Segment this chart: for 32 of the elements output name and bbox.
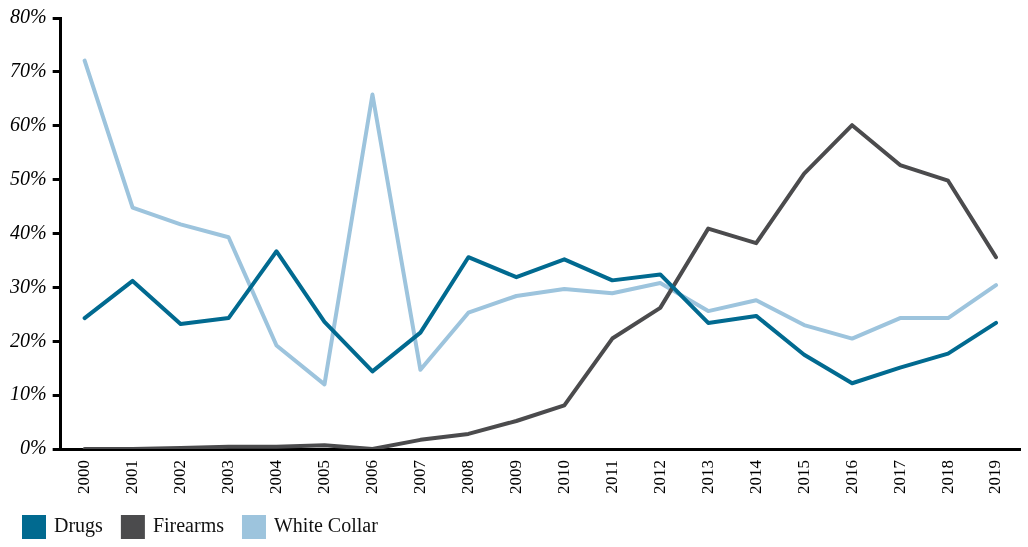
x-tick-label: 2001 bbox=[122, 460, 142, 494]
y-tick-label: 70% bbox=[9, 59, 47, 82]
x-tick-label: 2018 bbox=[937, 460, 957, 494]
x-tick-label: 2012 bbox=[649, 460, 669, 494]
x-tick-label: 2017 bbox=[889, 459, 909, 494]
y-tick-label: 20% bbox=[9, 328, 47, 351]
x-tick-label: 2013 bbox=[697, 460, 717, 494]
legend-label: White Collar bbox=[273, 514, 379, 537]
y-tick-label: 10% bbox=[9, 382, 47, 405]
x-tick-label: 2009 bbox=[505, 460, 525, 494]
x-tick-label: 2004 bbox=[265, 459, 285, 494]
x-tick-label: 2010 bbox=[553, 460, 573, 494]
x-tick-label: 2014 bbox=[745, 459, 765, 494]
x-tick-label: 2016 bbox=[841, 460, 861, 494]
x-tick-label: 2007 bbox=[409, 459, 429, 494]
y-tick-label: 0% bbox=[19, 436, 47, 459]
y-tick-label: 40% bbox=[9, 220, 47, 243]
x-tick-label: 2005 bbox=[313, 460, 333, 494]
x-tick-label: 2003 bbox=[218, 460, 238, 494]
y-tick-label: 30% bbox=[8, 274, 47, 297]
x-tick-label: 2019 bbox=[985, 460, 1005, 494]
x-tick-label: 2008 bbox=[457, 460, 477, 494]
y-tick-label: 50% bbox=[9, 166, 47, 189]
x-tick-label: 2006 bbox=[361, 460, 381, 494]
y-tick-label: 60% bbox=[9, 113, 47, 135]
x-tick-label: 2002 bbox=[170, 460, 190, 494]
legend-label: Drugs bbox=[54, 514, 104, 538]
x-tick-label: 2000 bbox=[74, 460, 94, 494]
y-tick-label: 80% bbox=[9, 5, 47, 28]
x-tick-label: 2011 bbox=[601, 460, 621, 494]
x-tick-label: 2015 bbox=[793, 460, 813, 494]
legend-label: Firearms bbox=[152, 514, 225, 537]
